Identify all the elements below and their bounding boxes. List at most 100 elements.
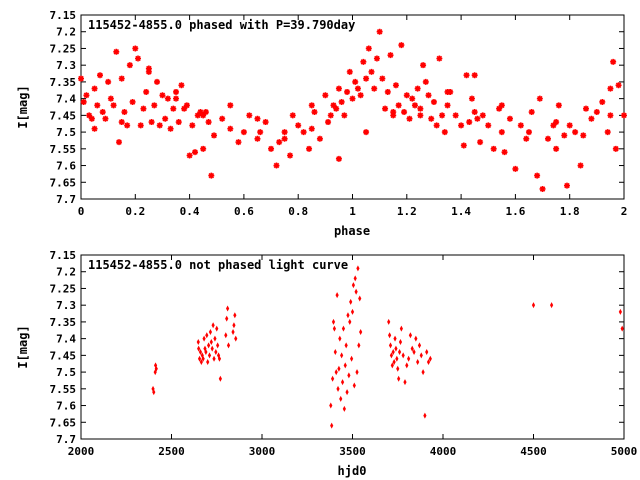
- data-point: [167, 125, 174, 132]
- data-point: [341, 325, 346, 332]
- x-tick-label: 3000: [249, 445, 276, 458]
- data-point: [458, 122, 465, 129]
- data-point: [398, 42, 405, 49]
- data-point: [357, 342, 361, 349]
- data-point: [183, 102, 190, 109]
- data-point: [389, 352, 394, 359]
- data-point: [471, 72, 478, 79]
- data-point: [340, 352, 344, 359]
- data-point: [306, 145, 313, 152]
- data-point: [212, 355, 216, 362]
- data-point: [485, 122, 492, 129]
- x-axis-title: phase: [334, 224, 370, 238]
- data-point: [151, 102, 158, 109]
- x-tick-label: 1.4: [451, 205, 471, 218]
- x-tick-label: 1.2: [397, 205, 417, 218]
- data-point: [426, 359, 431, 366]
- data-point: [506, 115, 513, 122]
- data-point: [358, 295, 362, 302]
- data-point: [403, 92, 410, 99]
- data-point: [316, 135, 323, 142]
- data-point: [162, 115, 169, 122]
- data-point: [528, 109, 535, 116]
- data-point: [410, 345, 414, 352]
- data-point: [208, 328, 213, 335]
- y-tick-label: 7.45: [50, 109, 77, 122]
- data-point: [124, 122, 131, 129]
- data-point: [143, 88, 150, 95]
- data-point: [227, 102, 234, 109]
- data-point: [225, 315, 229, 322]
- data-point: [325, 119, 332, 126]
- data-point: [352, 78, 359, 85]
- data-point: [135, 55, 142, 62]
- data-point: [441, 129, 448, 136]
- data-point: [338, 335, 342, 342]
- data-point: [145, 65, 152, 72]
- x-tick-label: 0: [78, 205, 85, 218]
- tick-layer: 0 0.2 0.4 0.6 0.8 1 1.2 1.4 1.6 1.8 2 7.15 7.2 7.25 7.…: [50, 9, 628, 218]
- x-tick-label: 4500: [520, 445, 547, 458]
- data-point: [344, 88, 351, 95]
- data-point: [474, 115, 481, 122]
- data-point: [561, 132, 568, 139]
- data-point: [357, 92, 364, 99]
- data-point: [340, 379, 345, 386]
- data-point: [341, 112, 348, 119]
- data-point: [555, 102, 562, 109]
- data-point: [397, 375, 401, 382]
- data-point: [466, 119, 473, 126]
- unphased-light-curve-plot: 115452-4855.0 not phased light curve hjd…: [16, 249, 637, 478]
- data-point: [234, 335, 238, 342]
- y-axis-title: I[mag]: [16, 325, 30, 368]
- data-point: [335, 85, 342, 92]
- data-point: [405, 362, 409, 369]
- data-point: [349, 298, 353, 305]
- data-point: [408, 332, 413, 339]
- data-point: [181, 105, 188, 112]
- data-point: [214, 349, 218, 356]
- y-tick-label: 7.5: [56, 126, 76, 139]
- data-point: [621, 112, 627, 119]
- data-point: [588, 115, 595, 122]
- data-point: [246, 112, 253, 119]
- data-point: [308, 125, 315, 132]
- y-axis-title: I[mag]: [16, 85, 30, 128]
- data-point: [610, 58, 617, 65]
- data-point: [211, 322, 215, 329]
- data-point: [421, 369, 425, 376]
- data-point: [463, 72, 470, 79]
- data-point: [210, 345, 214, 352]
- data-point: [339, 395, 343, 402]
- plot-frame: [80, 254, 625, 440]
- data-point: [99, 109, 106, 116]
- data-point: [329, 402, 333, 409]
- data-point: [436, 55, 443, 62]
- data-point: [330, 375, 335, 382]
- data-point: [414, 335, 418, 342]
- data-point: [350, 308, 355, 315]
- data-point: [189, 122, 196, 129]
- data-point: [201, 355, 205, 362]
- data-point: [287, 152, 294, 159]
- data-point: [414, 85, 421, 92]
- data-point: [420, 62, 427, 69]
- data-point: [311, 109, 318, 116]
- data-points: [78, 28, 627, 192]
- data-point: [534, 172, 541, 179]
- data-point: [335, 292, 339, 299]
- x-tick-label: 0.6: [234, 205, 254, 218]
- data-point: [197, 355, 202, 362]
- data-point: [615, 82, 622, 89]
- data-point: [257, 129, 264, 136]
- data-point: [582, 105, 589, 112]
- data-point: [233, 312, 237, 319]
- y-tick-label: 7.6: [56, 160, 76, 173]
- data-point: [512, 165, 519, 172]
- data-point: [468, 95, 475, 102]
- data-point: [206, 359, 210, 366]
- x-tick-label: 2000: [68, 445, 95, 458]
- data-point: [346, 68, 353, 75]
- data-point: [281, 135, 288, 142]
- x-tick-label: 3500: [339, 445, 366, 458]
